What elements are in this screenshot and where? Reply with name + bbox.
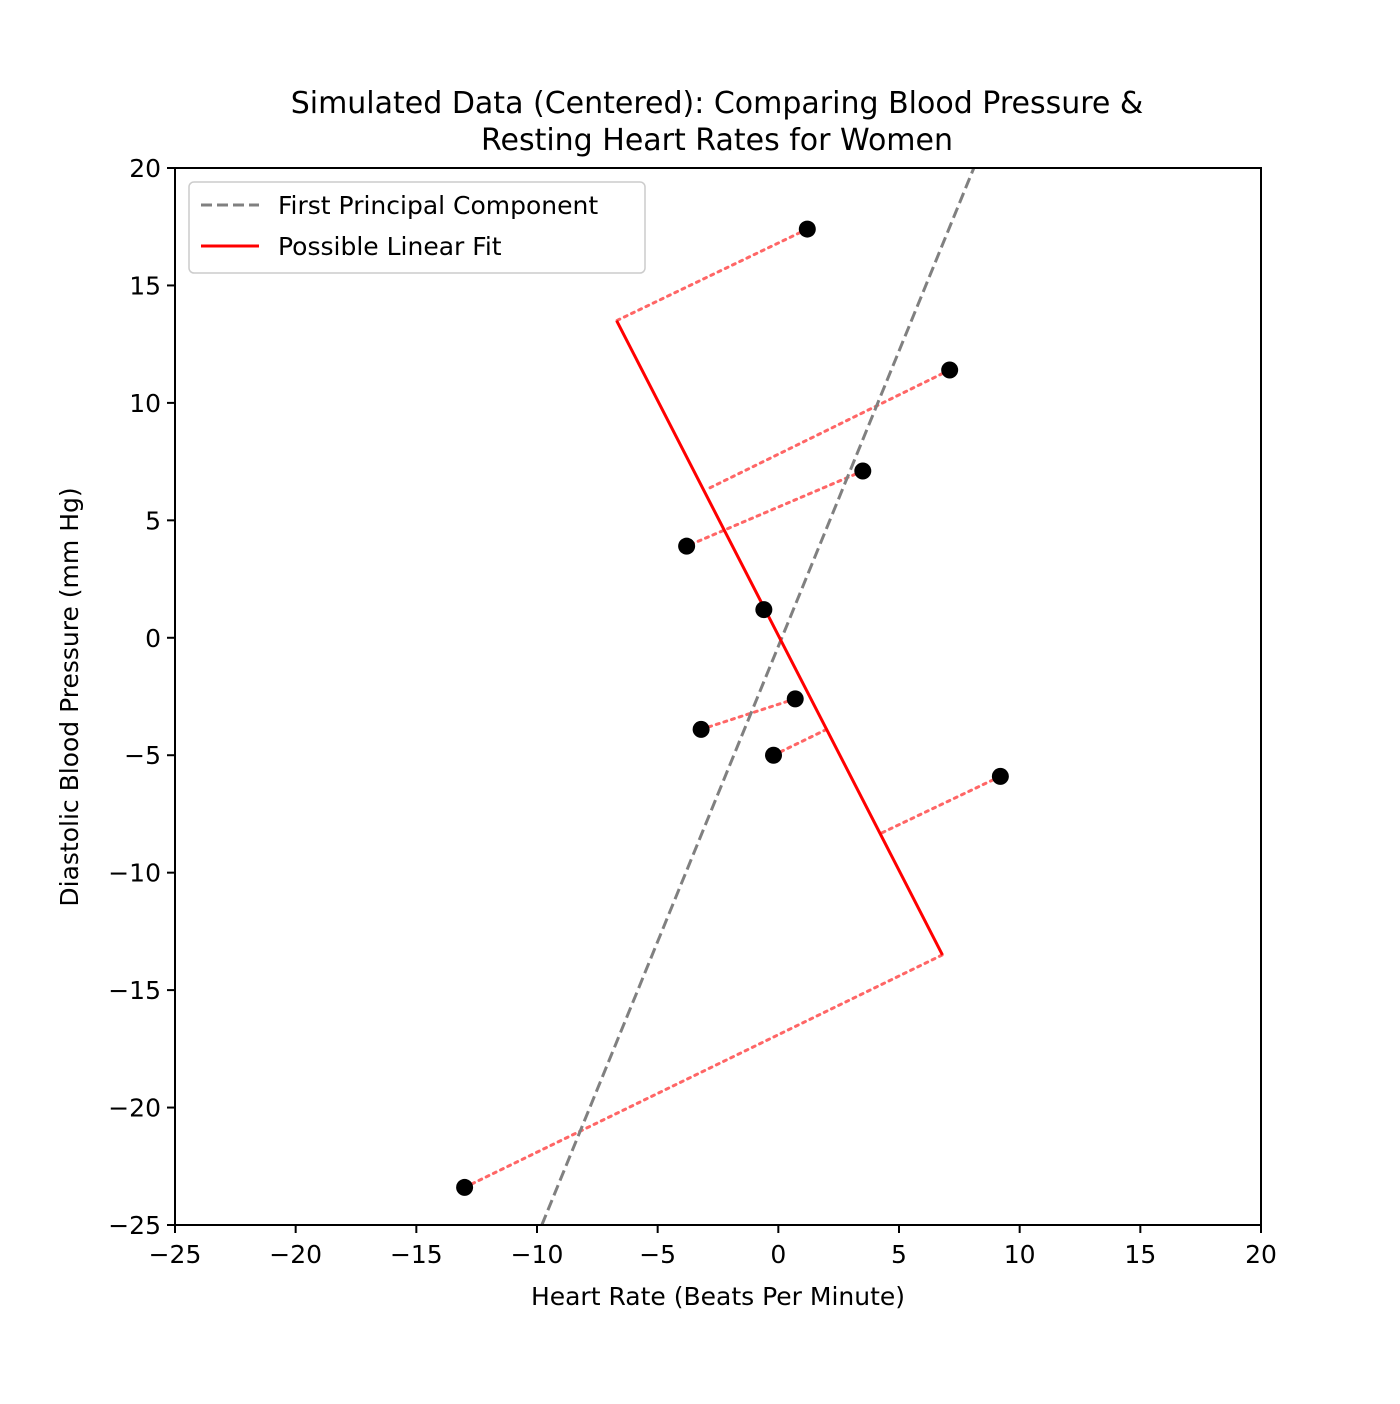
y-tick-label-2: −15 [108,976,161,1005]
legend-pca-label: First Principal Component [278,191,598,220]
x-tick-label-6: 5 [891,1240,907,1269]
x-axis-label: Heart Rate (Beats Per Minute) [531,1282,905,1311]
x-tick-label-5: 0 [770,1240,786,1269]
x-tick-label-7: 10 [1004,1240,1036,1269]
y-tick-label-0: −25 [108,1211,161,1240]
residual-line-6 [463,953,944,1189]
data-point-4 [755,601,773,619]
y-tick-label-3: −10 [108,859,161,888]
x-tick-label-2: −15 [390,1240,443,1269]
data-point-7 [765,746,783,764]
y-tick-label-1: −20 [108,1094,161,1123]
y-axis: −25 −20 −15 −10 −5 0 5 10 15 20 [108,154,175,1240]
chart-subtitle: Resting Heart Rates for Women [481,123,953,158]
plot-area [456,167,1009,1226]
y-axis-label: Diastolic Blood Pressure (mm Hg) [55,487,84,906]
data-point-2 [854,462,872,480]
data-point-8 [991,767,1009,785]
plot-frame [174,167,1262,1226]
y-tick-label-6: 5 [145,506,161,535]
x-tick-label-3: −10 [511,1240,564,1269]
data-point-0 [798,220,816,238]
residual-line-0 [615,227,809,323]
chart-title: Simulated Data (Centered): Comparing Blo… [291,86,1144,121]
x-axis: −25 −20 −15 −10 −5 0 5 10 15 20 [149,1225,1277,1269]
x-tick-label-9: 20 [1245,1240,1277,1269]
legend: First Principal Component Possible Linea… [188,181,646,274]
residual-line-1 [704,368,952,492]
y-tick-label-4: −5 [124,741,161,770]
x-tick-label-4: −5 [639,1240,676,1269]
y-tick-label-8: 15 [129,271,161,300]
data-point-3 [678,537,696,555]
data-point-9 [456,1178,474,1196]
residual-line-5 [880,774,1002,835]
data-point-6 [692,720,710,738]
x-tick-label-1: −20 [269,1240,322,1269]
y-tick-label-9: 20 [129,154,161,183]
legend-box [188,181,646,274]
legend-fit-label: Possible Linear Fit [278,232,502,261]
residual-line-2 [685,469,865,548]
residual-line-4 [772,727,829,757]
residual-line-3 [699,697,797,731]
x-tick-label-0: −25 [149,1240,202,1269]
fit-line [615,319,944,956]
y-tick-label-7: 10 [129,389,161,418]
data-point-1 [941,361,959,379]
data-point-5 [786,690,804,708]
y-tick-label-5: 0 [145,624,161,653]
pca-line [540,167,976,1226]
x-tick-label-8: 15 [1124,1240,1156,1269]
